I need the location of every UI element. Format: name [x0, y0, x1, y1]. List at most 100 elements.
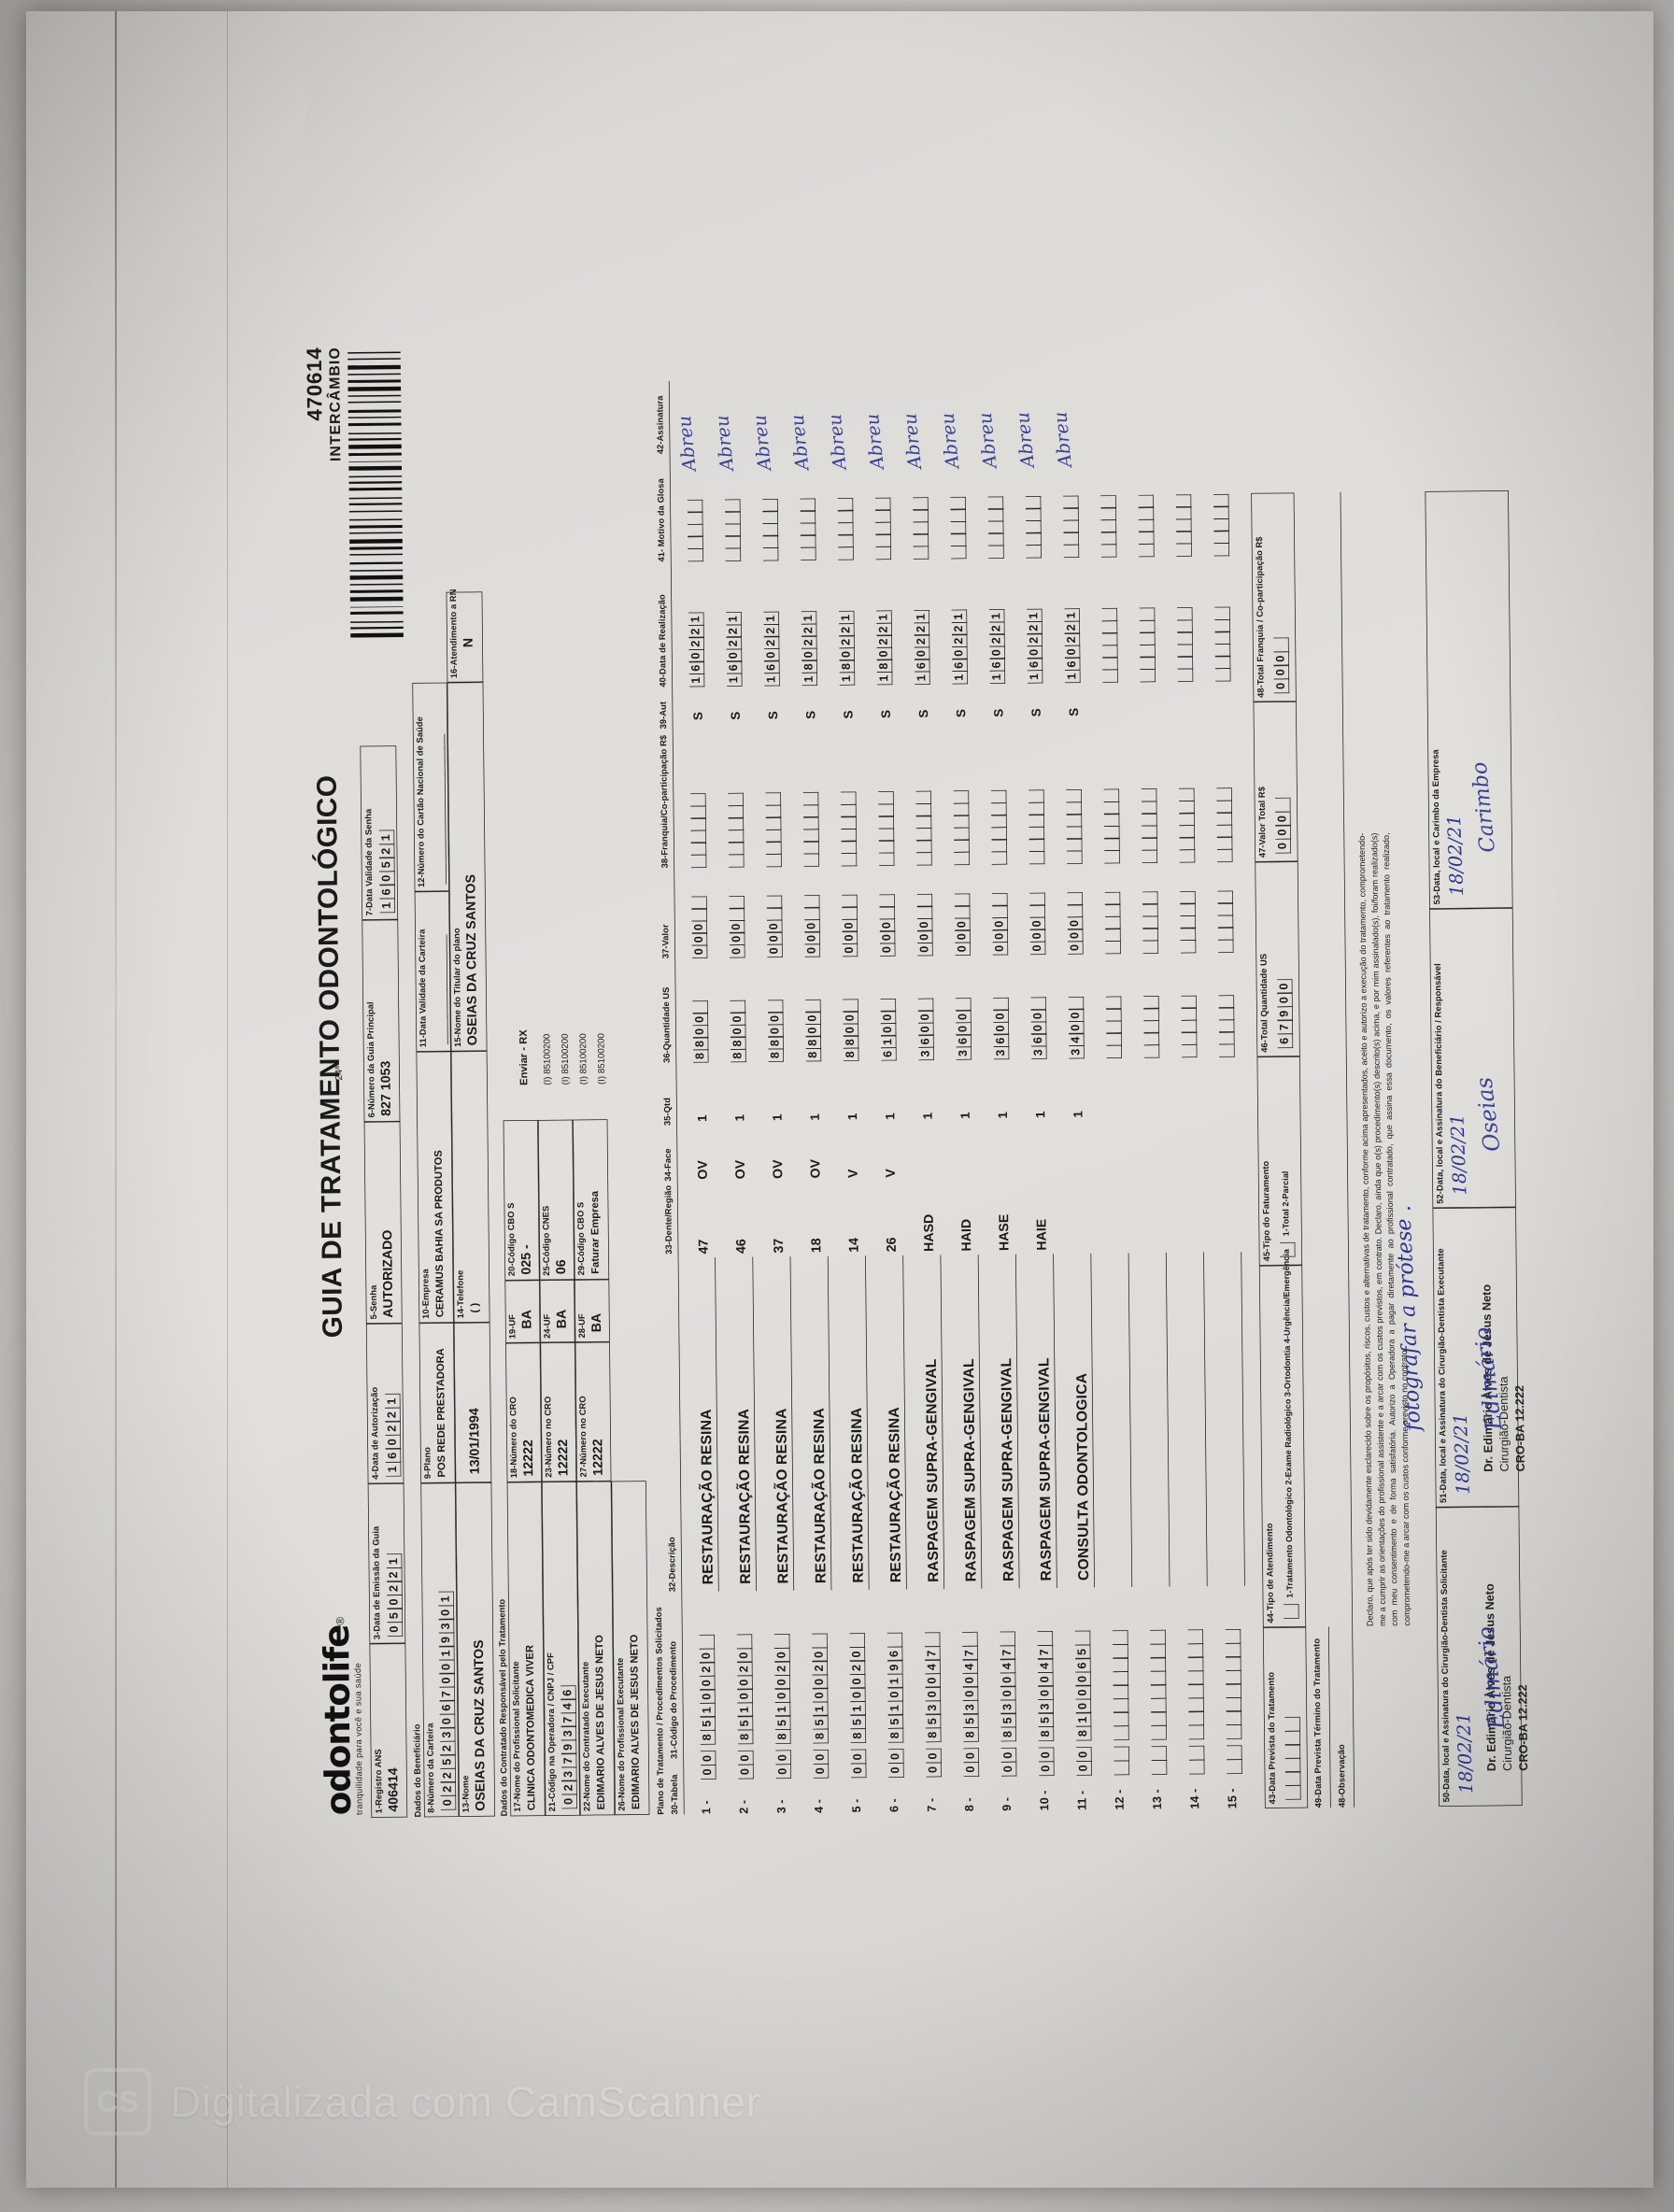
digit-cell	[1030, 997, 1047, 1011]
digit-cell: 0	[1067, 929, 1084, 943]
digit-cell	[956, 998, 972, 1012]
digit-cell	[1142, 915, 1158, 929]
barcode-bar	[349, 546, 403, 550]
field-15-label: 15-Nome do Titular do plano	[451, 928, 463, 1047]
digit-cell	[1217, 902, 1234, 916]
digit-cell: 6	[379, 884, 395, 900]
digit-cell	[1217, 890, 1233, 904]
digit-cell	[800, 498, 816, 512]
digit-cell	[1139, 607, 1156, 622]
field-13-label: 13-Nome	[461, 1775, 471, 1813]
digit-cell: 0	[691, 932, 708, 946]
barcode-bar	[350, 631, 404, 632]
row-descricao: RESTAURAÇÃO RESINA	[811, 1407, 830, 1584]
digit-cell	[954, 839, 970, 854]
digit-cell: 0	[438, 1605, 455, 1621]
digit-cell: 0	[1273, 678, 1290, 694]
barcode-bar	[349, 566, 403, 569]
digit-cell: 5	[379, 857, 395, 872]
digit-cell: 0	[726, 648, 743, 662]
digit-cell: 8	[731, 1048, 746, 1063]
field-9-label: 9-Plano	[422, 1446, 433, 1480]
barcode-bar	[348, 404, 402, 409]
barcode-bar	[348, 480, 403, 485]
table-col-c34: 34-Face	[662, 1148, 674, 1182]
barcode-bar	[349, 506, 403, 509]
digit-cell: 1	[915, 671, 930, 685]
field-21-label: 21-Código na Operadora / CNPJ / CPF	[546, 1652, 558, 1812]
digit-cell	[1180, 940, 1197, 954]
row-codigo-digits	[1223, 1629, 1242, 1739]
digit-cell: 0	[1273, 664, 1290, 680]
digit-cell	[991, 827, 1007, 841]
digit-cell	[803, 853, 820, 867]
barcode-bar	[348, 465, 403, 471]
digit-cell	[690, 817, 706, 831]
row-glosa-digits	[947, 496, 967, 560]
digit-cell: 4	[1069, 1033, 1085, 1047]
barcode-bar	[348, 376, 401, 378]
row-assinatura: Abreu	[900, 412, 927, 470]
digit-cell: 2	[561, 1780, 577, 1795]
digit-cell	[1151, 1746, 1168, 1762]
digit-cell	[728, 817, 745, 831]
digit-cell	[1274, 798, 1291, 814]
digit-cell	[1067, 892, 1084, 906]
digit-cell: 2	[951, 621, 968, 636]
digit-cell	[1067, 850, 1083, 864]
field-16-value: N	[461, 637, 476, 648]
field-10-value: CERAMUS BAHIA SA PRODUTOS	[432, 1150, 447, 1318]
digit-cell	[1151, 1711, 1167, 1727]
table-col-c35: 35-Qtd	[661, 1098, 673, 1127]
barcode-bar	[348, 418, 402, 421]
digit-cell: 7	[560, 1712, 576, 1728]
camscanner-badge: CS	[84, 2068, 151, 2135]
digit-cell: 0	[1275, 838, 1292, 854]
digit-cell	[1063, 507, 1079, 521]
digit-cell: 5	[737, 1715, 754, 1731]
digit-cell	[1102, 669, 1118, 683]
digit-cell: 7	[1037, 1644, 1054, 1660]
digit-cell	[1213, 505, 1229, 520]
digit-cell	[1187, 1670, 1204, 1686]
note-code-1: (I) 85100200	[541, 1033, 553, 1085]
digit-cell	[1151, 1760, 1168, 1775]
digit-cell: 0	[1076, 1747, 1092, 1763]
digit-cell	[1113, 1711, 1129, 1727]
digit-cell	[1226, 1724, 1242, 1739]
digit-cell	[1114, 1746, 1129, 1762]
barcode-bar	[349, 561, 404, 565]
digit-cell: 0	[737, 1675, 753, 1691]
digit-cell	[1029, 904, 1045, 919]
digit-cell: 0	[1029, 916, 1046, 931]
field-11-digits	[429, 934, 448, 1045]
digit-cell	[1142, 813, 1157, 827]
digit-cell: 0	[729, 932, 745, 946]
digit-cell: 1	[887, 1700, 903, 1716]
digit-cell: 5	[774, 1715, 791, 1731]
digit-cell	[916, 840, 932, 854]
barcode-bar	[350, 616, 404, 620]
field-53-label: 53-Data, local e Carimbo da Empresa	[1430, 749, 1442, 905]
digit-cell: 0	[1068, 1021, 1085, 1035]
digit-cell: 0	[955, 917, 971, 931]
stamp-solicitante-line-3: CRO-BA 12.222	[1515, 1684, 1531, 1771]
digit-cell	[432, 948, 447, 964]
digit-cell: 0	[804, 943, 821, 957]
digit-cell: 0	[880, 1023, 897, 1037]
digit-cell	[1284, 1757, 1301, 1773]
digit-cell	[1217, 927, 1234, 941]
table-col-c38: 38-Franquia/Co-participação R$	[658, 734, 670, 869]
digit-cell	[875, 509, 891, 524]
